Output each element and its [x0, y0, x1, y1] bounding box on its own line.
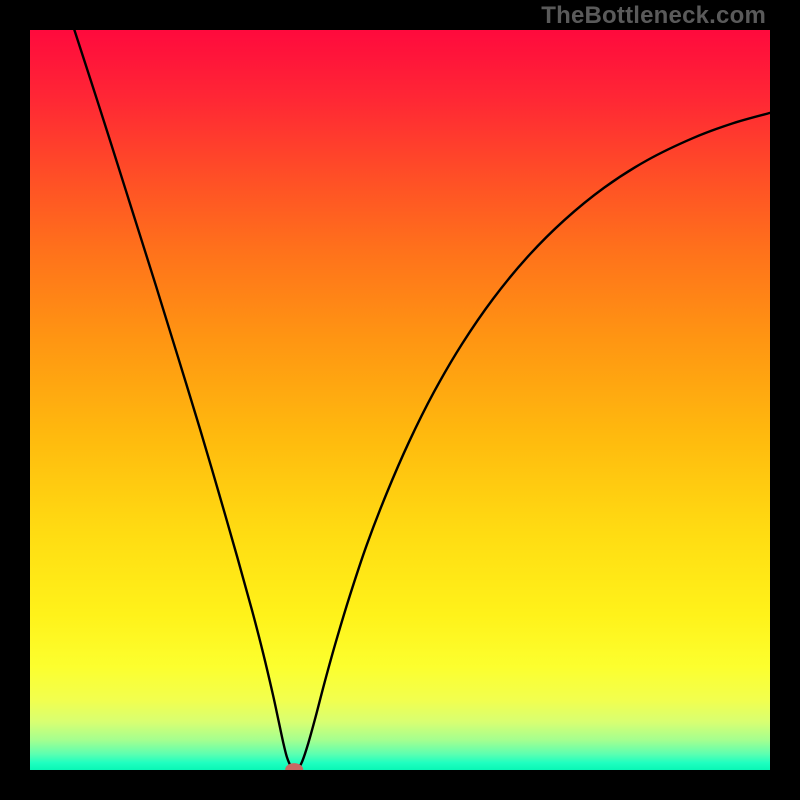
- bottleneck-chart: [0, 0, 800, 800]
- watermark-text: TheBottleneck.com: [541, 2, 766, 30]
- chart-background: [30, 30, 770, 770]
